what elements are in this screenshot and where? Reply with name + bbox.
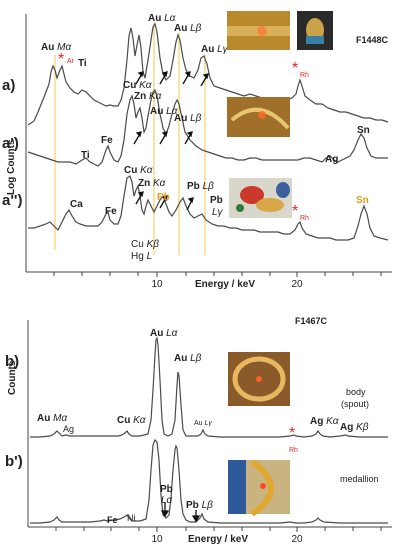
bottom-xlabel: Energy / keV [188,534,248,545]
label-b-ag-kb: Ag Kβ [340,422,369,433]
label-au-lb-a-prime: Au Lβ [174,113,202,124]
top-ylabel: Log Counts [6,139,17,195]
bottom-xtick-10: 10 [151,534,163,545]
label-fe-a-prime: Fe [101,135,113,146]
label-cu-ka-a-dp: Cu Kα [124,165,153,176]
star-rh-a-dp: * [292,203,298,220]
label-au-la: Au Lα [148,13,176,24]
spectrum-a-double-prime [28,175,389,241]
photo-b-body [228,352,290,406]
photo-a-prime [227,97,290,137]
label-au-lb: Au Lβ [174,23,202,34]
marker-lines [54,22,206,255]
bottom-chart: 10 20 Energy / keV Counts F1467C b) b') … [5,316,392,545]
top-xtick-20: 20 [291,279,303,290]
label-b-au-la: Au Lα [150,328,178,339]
label-bp-fe: Fe [107,515,118,525]
label-bp-ni: Ni [127,513,136,523]
panel-label-b-prime: b') [5,453,23,470]
label-b-au-lb: Au Lβ [174,353,202,364]
label-bp-pb-lb: Pb Lβ [186,500,213,511]
panel-label-a: a) [2,77,15,94]
spectrum-a [27,22,389,126]
panel-label-a-double-prime: a'') [2,192,22,209]
label-cu-kb: Cu Kβ [131,239,159,250]
label-bp-pb-la: Pb [160,484,173,495]
label-b-ag: Ag [63,424,74,434]
label-sn-a-prime: Sn [357,125,370,136]
label-rh-a-dp: Rh [300,215,309,222]
top-xlabel: Energy / keV [195,279,255,290]
label-fe-a-dp: Fe [105,206,117,217]
label-pb-lg: Pb [210,195,223,206]
bottom-sample-id: F1467C [295,316,328,326]
label-zn-ka-a: Zn Kα [134,91,162,102]
label-au-la-a-prime: Au Lα [150,106,178,117]
label-pb-orange: Pb [157,192,170,203]
label-cu-ka-a: Cu Kα [123,80,152,91]
label-au-ma: Au Mα [41,42,71,53]
top-sample-id: F1448C [356,35,389,45]
photo-a-double-prime [229,178,292,218]
top-x-ticks [53,272,382,277]
label-b-cu-ka: Cu Kα [117,415,146,426]
bottom-ylabel: Counts [7,360,18,395]
star-rh-b: * [289,425,295,442]
label-hg-l: Hg L [131,251,152,262]
spectrum-b-prime [30,438,388,524]
label-b-au-lg: Au Lγ [194,420,212,427]
label-au-lg: Au Lγ [201,44,229,55]
bottom-arrows [160,502,201,523]
spectrum-a-prime [27,88,388,167]
label-ti-a-prime: Ti [81,150,90,161]
top-arrows [133,71,209,211]
label-zn-ka-a-dp: Zn Kα [138,178,166,189]
photo-b-medallion [228,459,290,517]
photo-a-object [297,11,333,50]
top-chart: 10 20 Energy / keV Log Counts F1448C [2,11,392,290]
bottom-xtick-20: 20 [291,534,303,545]
label-ti-a: Ti [78,58,87,69]
label-pb-lg-sub: Lγ [212,207,224,218]
label-ar: Ar [67,58,75,65]
label-sn-orange: Sn [356,195,369,206]
label-pb-lb: Pb Lβ [187,181,214,192]
star-rh-a: * [292,60,298,77]
top-xtick-10: 10 [151,279,163,290]
star-ar: * [58,51,64,68]
label-b-au-ma: Au Mα [37,413,67,424]
label-bp-pb-la-sub: Lα [161,495,173,506]
bottom-x-ticks [55,527,382,532]
side-label-spout: (spout) [341,399,369,409]
photo-a-gold [227,11,290,50]
label-b-rh: Rh [289,447,298,454]
spectrum-b [30,336,388,438]
label-b-ag-ka: Ag Kα [310,416,339,427]
label-rh-a: Rh [300,72,309,79]
label-ca: Ca [70,199,83,210]
label-ag-a-prime: Ag [325,154,338,165]
panel-label-b: b) [5,353,19,370]
side-label-body: body [346,387,366,397]
side-label-medallion: medallion [340,474,379,484]
panel-label-a-prime: a') [2,135,19,152]
